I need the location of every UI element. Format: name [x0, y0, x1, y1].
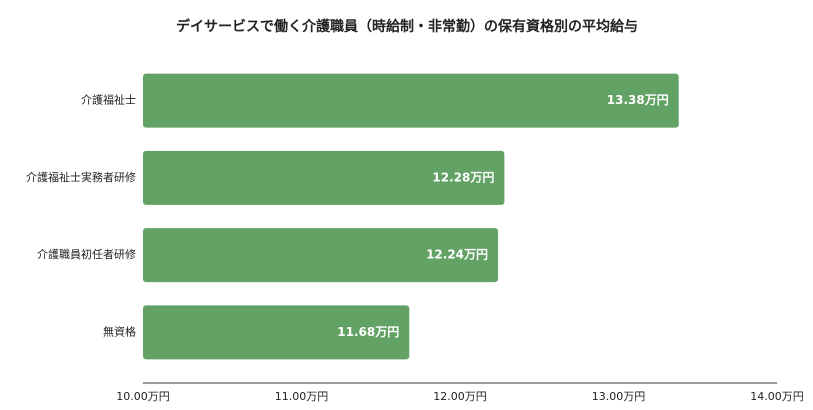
- value-label: 13.38万円: [607, 93, 669, 107]
- y-tick-label: 介護福祉士: [81, 93, 136, 107]
- value-label: 11.68万円: [337, 325, 399, 339]
- x-tick-label: 11.00万円: [275, 390, 329, 403]
- x-tick-label: 14.00万円: [750, 390, 804, 403]
- x-tick-label: 12.00万円: [433, 390, 487, 403]
- bar: [143, 305, 410, 360]
- bar: [143, 228, 499, 283]
- value-label: 12.28万円: [432, 170, 494, 184]
- value-label: 12.24万円: [426, 248, 488, 262]
- y-tick-label: 無資格: [103, 324, 136, 338]
- x-tick-label: 13.00万円: [592, 390, 646, 403]
- bar: [143, 73, 679, 128]
- bar: [143, 150, 505, 205]
- chart-title: デイサービスで働く介護職員（時給制・非常勤）の保有資格別の平均給与: [176, 18, 638, 35]
- y-tick-label: 介護福祉士実務者研修: [26, 170, 136, 184]
- y-tick-label: 介護職員初任者研修: [37, 247, 136, 261]
- x-tick-label: 10.00万円: [116, 390, 170, 403]
